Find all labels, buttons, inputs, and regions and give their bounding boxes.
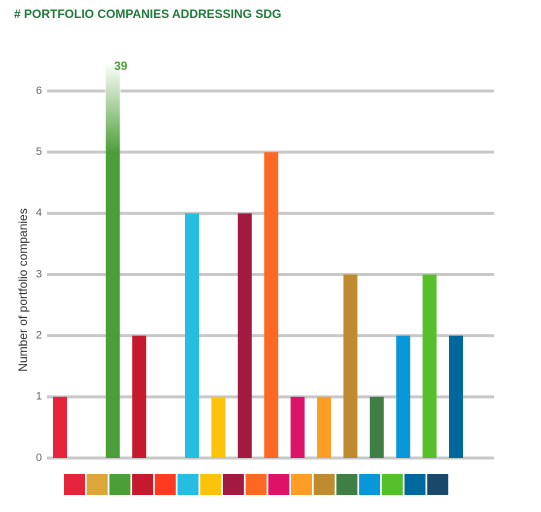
- sdg-icon: [132, 474, 154, 495]
- sdg-icon: [64, 474, 85, 495]
- chart-title: # PORTFOLIO COMPANIES ADDRESSING SDG: [14, 7, 281, 21]
- y-tick-label: 5: [36, 146, 42, 158]
- bar: [53, 396, 67, 458]
- sdg-icon: [268, 474, 290, 495]
- y-tick-label: 1: [36, 391, 42, 403]
- y-tick-label: 4: [36, 207, 42, 219]
- sdg-icon: [381, 474, 403, 495]
- sdg-icon: [291, 474, 312, 495]
- sdg-icon: [109, 474, 131, 495]
- y-tick-label: 6: [36, 85, 42, 97]
- sdg-icon: [154, 474, 176, 495]
- y-tick-label: 0: [36, 452, 42, 464]
- bar: [105, 63, 120, 458]
- sdg-icon: [427, 474, 449, 495]
- sdg-icon: [313, 474, 335, 495]
- bar: [185, 213, 199, 458]
- sdg-icon: [336, 474, 358, 495]
- sdg-icon: [404, 474, 426, 495]
- bar: [317, 396, 331, 458]
- bar: [396, 335, 411, 458]
- sdg-icon: [222, 474, 244, 495]
- sdg-icon: [86, 474, 108, 495]
- bar-fade: [104, 63, 121, 153]
- y-axis-label: Number of portfolio companies: [16, 208, 30, 371]
- value-label: 39: [114, 59, 128, 73]
- y-tick-label: 3: [36, 268, 42, 280]
- sdg-icon: [245, 474, 267, 495]
- y-tick-label: 2: [36, 330, 42, 342]
- sdg-icon: [200, 474, 222, 495]
- sdg-icon: [359, 474, 381, 495]
- bar: [343, 274, 358, 458]
- bar: [290, 396, 305, 458]
- sdg-icon: [177, 474, 199, 495]
- bar: [422, 274, 437, 458]
- bar: [211, 396, 226, 458]
- bar: [132, 335, 147, 458]
- bar: [237, 213, 252, 458]
- bar: [449, 335, 463, 458]
- bar: [369, 396, 384, 458]
- bar: [264, 152, 279, 458]
